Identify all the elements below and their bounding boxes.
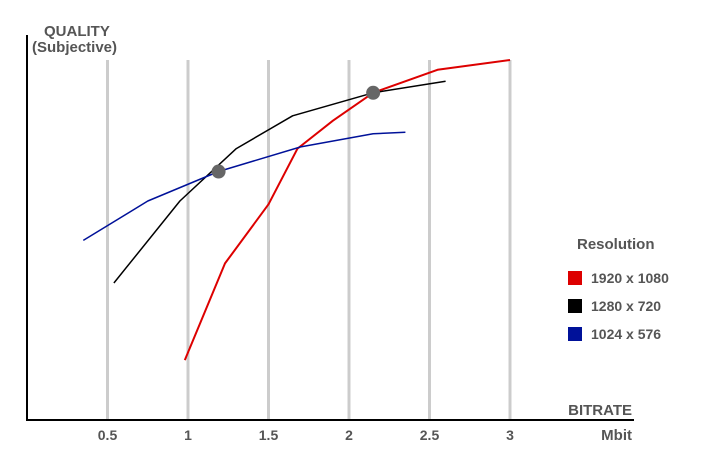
y-axis-title-line2: (Subjective) bbox=[32, 39, 117, 56]
x-tick-labels: 0.5 1 1.5 2 2.5 3 bbox=[98, 427, 514, 443]
crossover-points bbox=[211, 85, 381, 179]
legend-title: Resolution bbox=[577, 236, 655, 253]
y-axis-title-line1: QUALITY bbox=[44, 23, 110, 40]
legend-label: 1024 x 576 bbox=[591, 326, 661, 342]
legend-swatch bbox=[568, 271, 582, 285]
x-tick-label: 2 bbox=[345, 427, 353, 443]
legend-swatch bbox=[568, 299, 582, 313]
series-line bbox=[183, 59, 511, 361]
x-tick-label: 1.5 bbox=[259, 427, 279, 443]
grid bbox=[106, 60, 512, 419]
legend-items: 1920 x 1080 1280 x 720 1024 x 576 bbox=[568, 270, 669, 342]
legend: Resolution 1920 x 1080 1280 x 720 1024 x 5… bbox=[568, 236, 669, 342]
x-tick-label: 1 bbox=[184, 427, 192, 443]
legend-label: 1920 x 1080 bbox=[591, 270, 669, 286]
x-tick-label: 3 bbox=[506, 427, 514, 443]
series-line bbox=[82, 131, 406, 242]
x-axis-unit: Mbit bbox=[601, 427, 632, 444]
x-axis-title: BITRATE bbox=[568, 402, 632, 419]
x-tick-label: 2.5 bbox=[420, 427, 440, 443]
legend-swatch bbox=[568, 327, 582, 341]
series-line bbox=[113, 80, 446, 284]
series-group bbox=[82, 59, 511, 361]
crossover-point bbox=[211, 164, 226, 179]
legend-label: 1280 x 720 bbox=[591, 298, 661, 314]
crossover-point bbox=[366, 85, 381, 100]
x-tick-label: 0.5 bbox=[98, 427, 118, 443]
